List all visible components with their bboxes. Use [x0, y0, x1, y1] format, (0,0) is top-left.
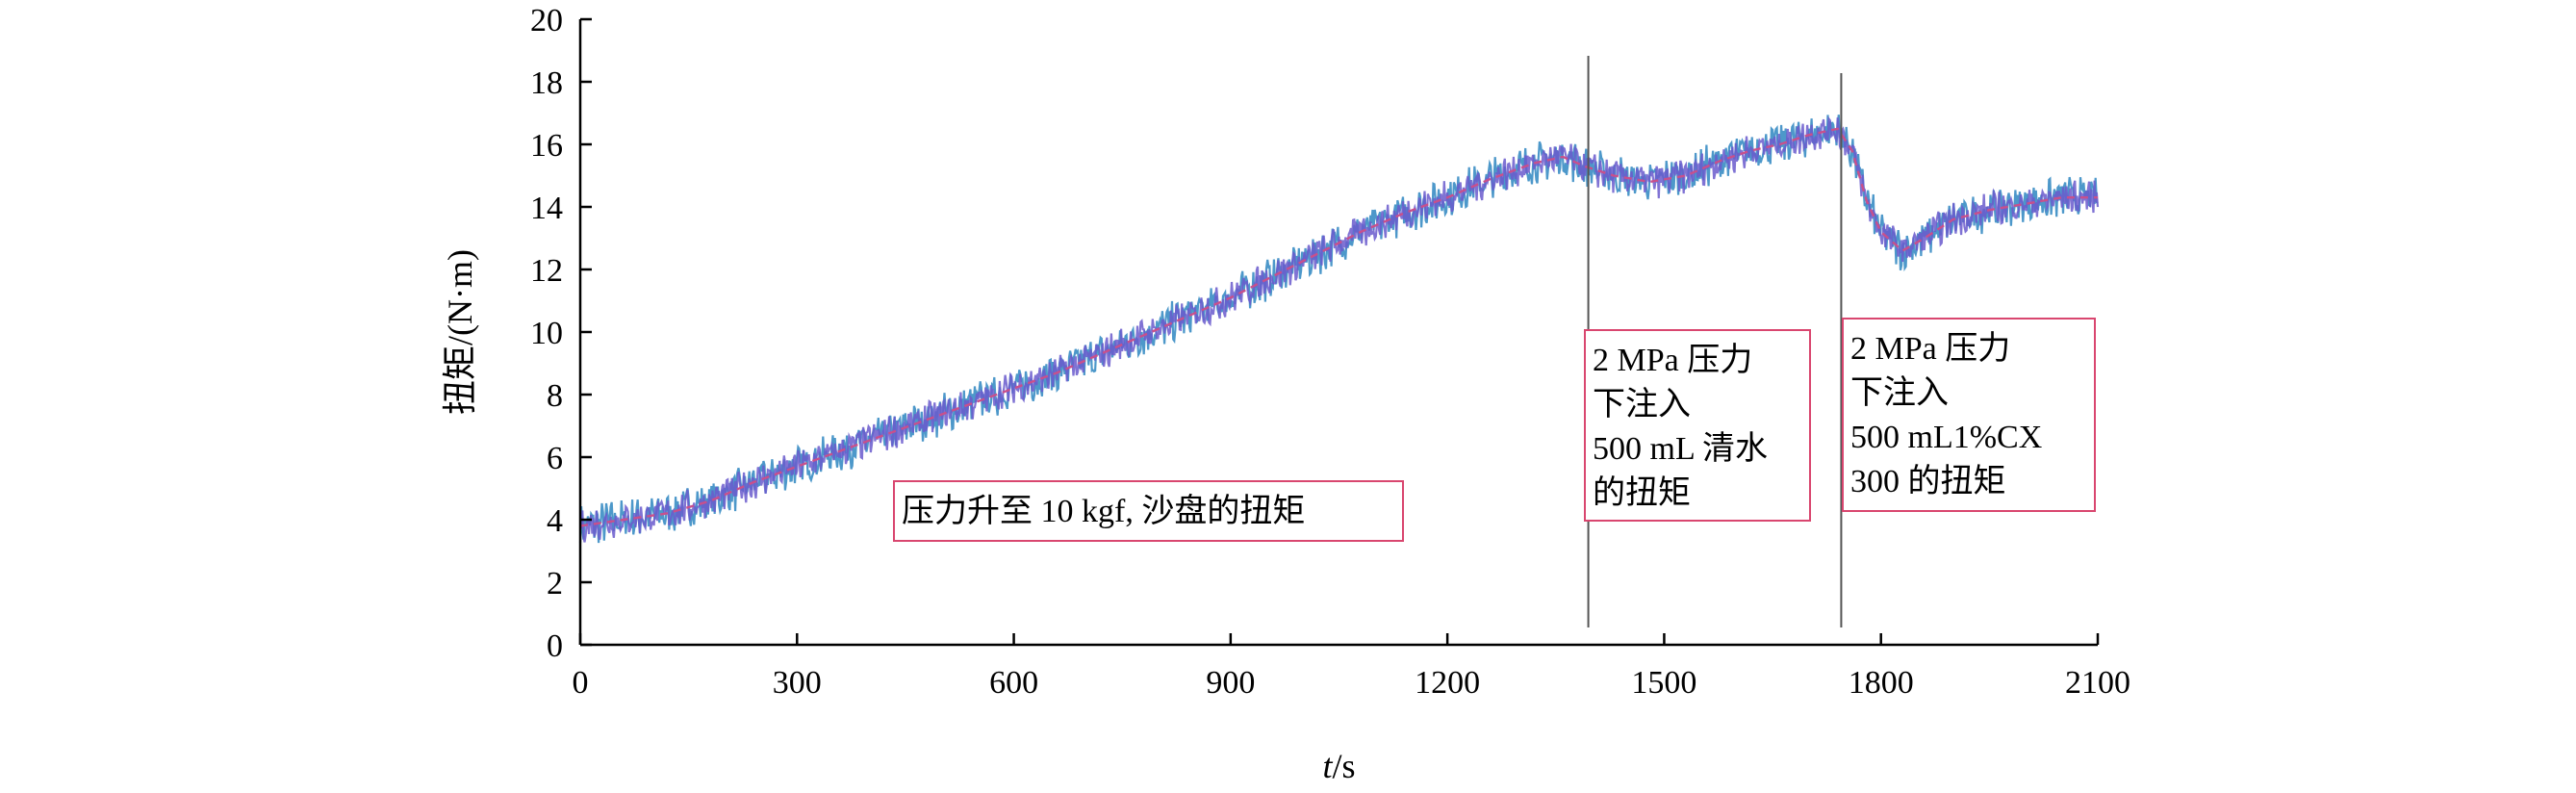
annotation-box — [893, 480, 1404, 542]
x-tick-label: 600 — [989, 665, 1038, 701]
y-tick-label: 0 — [547, 628, 563, 664]
annotation-1: 压力升至 10 kgf, 沙盘的扭矩 — [893, 480, 1404, 542]
annotation-text-line: 2 MPa 压力 — [1593, 342, 1752, 378]
annotation-text-line: 压力升至 10 kgf, 沙盘的扭矩 — [902, 493, 1305, 529]
y-axis-title: 扭矩/(N·m) — [441, 249, 479, 415]
x-tick-label: 1200 — [1415, 665, 1480, 701]
annotation-text-line: 500 mL1%CX — [1850, 420, 2042, 455]
raw-series-line-alt — [578, 115, 2100, 543]
x-tick-label: 1500 — [1631, 665, 1696, 701]
annotation-text-line: 2 MPa 压力 — [1850, 330, 2010, 367]
x-tick-label: 2100 — [2065, 665, 2130, 701]
y-tick-label: 4 — [547, 503, 563, 539]
annotation-text-line: 下注入 — [1850, 374, 1949, 411]
x-tick-label: 300 — [773, 665, 822, 701]
x-tick-label: 0 — [573, 665, 589, 701]
y-tick-label: 12 — [530, 253, 563, 289]
y-tick-label: 10 — [530, 316, 563, 351]
x-tick-label: 900 — [1206, 665, 1255, 701]
x-axis-title-unit: /s — [1333, 747, 1356, 785]
x-tick-label: 1800 — [1849, 665, 1914, 701]
raw-series-layer — [578, 115, 2100, 544]
x-axis-title: t/s — [1322, 747, 1355, 785]
annotation-box — [1584, 329, 1811, 522]
y-tick-label: 8 — [547, 378, 563, 414]
y-tick-label: 14 — [530, 191, 563, 226]
annotation-text-line: 300 的扭矩 — [1850, 463, 2006, 499]
y-tick-label: 16 — [530, 128, 563, 164]
y-tick-label: 20 — [530, 3, 563, 38]
x-axis-title-symbol: t — [1322, 747, 1333, 785]
annotation-box — [1842, 318, 2096, 512]
y-tick-label: 2 — [547, 566, 563, 601]
annotation-text-line: 500 mL 清水 — [1593, 431, 1768, 467]
y-tick-label: 6 — [547, 441, 563, 476]
annotation-text-line: 下注入 — [1593, 386, 1691, 422]
annotation-text-line: 的扭矩 — [1593, 474, 1691, 511]
axes — [578, 17, 2100, 647]
tick-labels: 0 2 4 6 8 10 12 14 16 18 20 0 300 600 900 1200 1500 1800 2… — [530, 3, 2130, 701]
y-tick-label: 18 — [530, 65, 563, 101]
